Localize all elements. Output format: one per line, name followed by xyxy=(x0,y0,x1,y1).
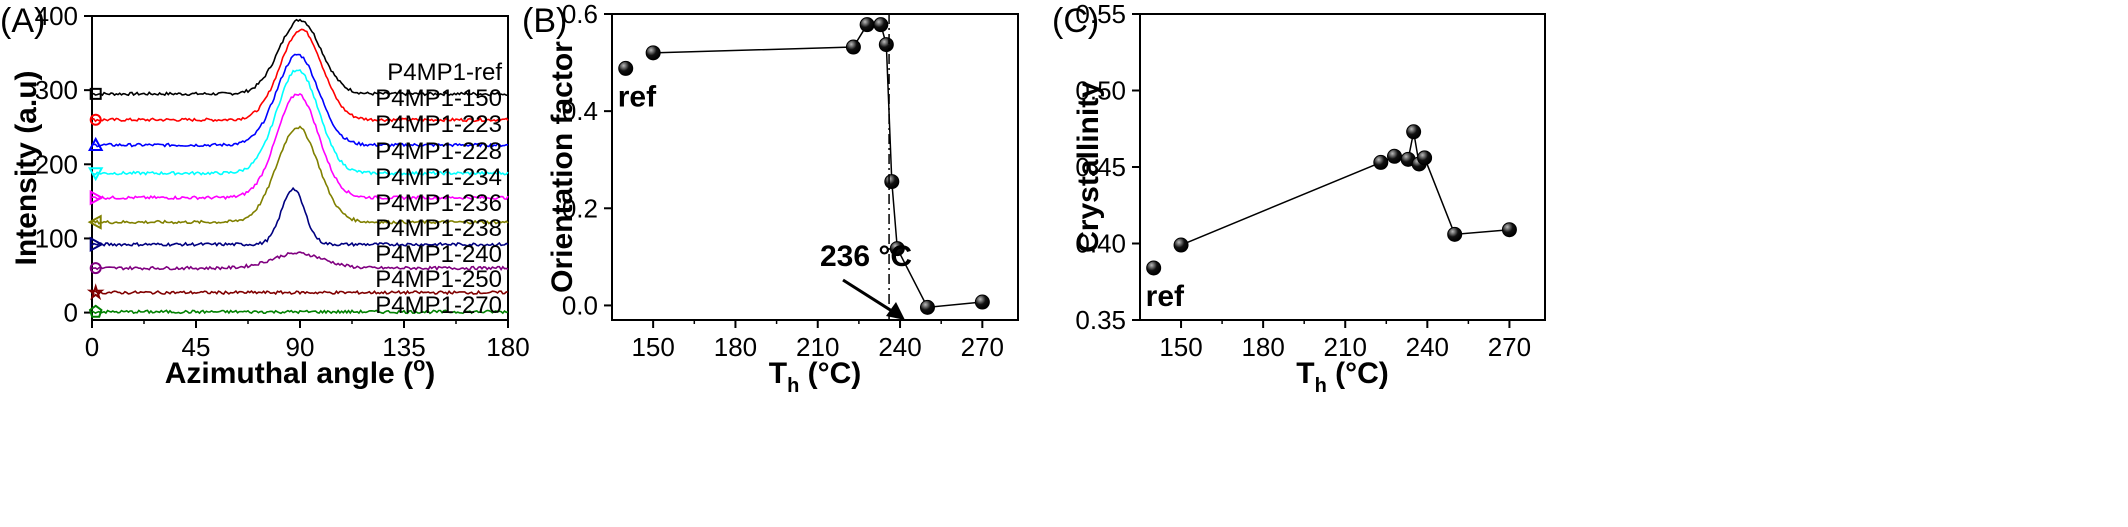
series-marker-P4MP1-250 xyxy=(86,283,105,301)
x-tick-label: 150 xyxy=(1159,332,1202,362)
x-tick-label: 135 xyxy=(382,332,425,362)
ref-data-point xyxy=(1146,260,1162,276)
data-point xyxy=(878,37,894,53)
x-tick-label: 0 xyxy=(85,332,99,362)
series-marker-P4MP1-150 xyxy=(89,113,102,126)
series-line-P4MP1-236 xyxy=(91,125,509,225)
x-tick-label: 270 xyxy=(961,332,1004,362)
y-tick-label: 0.2 xyxy=(562,193,598,223)
ref-label: ref xyxy=(1146,280,1185,313)
x-tick-label: 180 xyxy=(714,332,757,362)
series-line xyxy=(653,23,983,309)
data-point xyxy=(1406,124,1422,140)
y-tick-label: 0.45 xyxy=(1075,152,1126,182)
data-point xyxy=(1417,150,1433,166)
series-label-P4MP1-223: P4MP1-223 xyxy=(375,111,502,138)
x-tick-label: 210 xyxy=(796,332,839,362)
y-tick-label: 100 xyxy=(35,223,78,253)
series-label-P4MP1-228: P4MP1-228 xyxy=(375,138,502,165)
series-marker-P4MP1-234 xyxy=(89,189,104,206)
x-tick-label: 240 xyxy=(1406,332,1449,362)
series-line-P4MP1-238 xyxy=(91,186,509,247)
y-tick-label: 0.35 xyxy=(1075,305,1126,335)
ref-data-point xyxy=(618,60,634,76)
series-line-P4MP1-250 xyxy=(91,289,509,296)
series-marker-P4MP1-240 xyxy=(89,262,102,275)
panel-letter-2: (C) xyxy=(1052,2,1099,40)
data-point xyxy=(889,241,905,257)
series-line-P4MP1-228 xyxy=(91,69,509,176)
series-line-P4MP1-270 xyxy=(91,309,509,315)
x-tick-label: 270 xyxy=(1488,332,1531,362)
y-tick-label: 300 xyxy=(35,75,78,105)
y-tick-label: 0 xyxy=(64,298,78,328)
y-tick-label: 400 xyxy=(35,1,78,31)
series-marker-P4MP1-238 xyxy=(89,236,104,253)
x-tick-label: 210 xyxy=(1324,332,1367,362)
x-tick-label: 90 xyxy=(286,332,315,362)
series-line-P4MP1-ref xyxy=(91,18,509,97)
data-point xyxy=(1386,148,1402,164)
series-line-P4MP1-240 xyxy=(91,251,509,272)
data-point xyxy=(1373,154,1389,170)
series-label-P4MP1-250: P4MP1-250 xyxy=(375,266,502,293)
series-marker-P4MP1-236 xyxy=(87,214,102,230)
data-point xyxy=(1447,226,1463,242)
plot-frame-1 xyxy=(611,13,1019,321)
x-axis-title: Th (°C) xyxy=(1296,357,1389,397)
plot-frame-2 xyxy=(1139,13,1546,321)
x-tick-label: 45 xyxy=(182,332,211,362)
y-tick-label: 0.4 xyxy=(562,96,598,126)
x-axis-title: Azimuthal angle (o) xyxy=(165,354,436,390)
x-axis-title: Th (°C) xyxy=(769,357,862,397)
x-tick-label: 180 xyxy=(486,332,529,362)
y-tick-label: 0.0 xyxy=(562,290,598,320)
series-marker-P4MP1-ref xyxy=(89,87,102,100)
data-point xyxy=(859,17,875,33)
y-tick-label: 0.6 xyxy=(562,0,598,29)
ref-label: ref xyxy=(618,80,657,113)
series-label-P4MP1-234: P4MP1-234 xyxy=(375,164,502,191)
series-label-P4MP1-270: P4MP1-270 xyxy=(375,292,502,319)
series-label-P4MP1-240: P4MP1-240 xyxy=(375,241,502,268)
panel-letter-1: (B) xyxy=(522,2,567,40)
series-marker-P4MP1-228 xyxy=(88,167,104,182)
y-tick-label: 0.50 xyxy=(1075,76,1126,106)
panel-letter-0: (A) xyxy=(0,2,45,40)
data-point xyxy=(1173,237,1189,253)
data-point xyxy=(645,45,661,61)
series-marker-P4MP1-223 xyxy=(88,136,104,152)
y-tick-label: 0.55 xyxy=(1075,0,1126,29)
data-point xyxy=(873,17,889,33)
series-line-P4MP1-234 xyxy=(91,92,509,201)
series-label-P4MP1-ref: P4MP1-ref xyxy=(387,59,502,86)
data-point xyxy=(845,39,861,55)
annotation-label: 236 °C xyxy=(820,240,912,273)
data-point xyxy=(1501,222,1517,238)
series-line-P4MP1-223 xyxy=(91,53,509,148)
annotation-arrow-head xyxy=(886,302,905,320)
y-tick-label: 0.40 xyxy=(1075,229,1126,259)
data-point xyxy=(974,294,990,310)
x-tick-label: 240 xyxy=(878,332,921,362)
y-tick-label: 200 xyxy=(35,149,78,179)
series-label-P4MP1-238: P4MP1-238 xyxy=(375,215,502,242)
y-axis-title: Intensity (a.u) xyxy=(10,70,43,265)
series-line xyxy=(1180,131,1510,246)
series-line-P4MP1-150 xyxy=(91,28,509,123)
y-axis-title: Orientation factor xyxy=(546,41,579,293)
series-label-P4MP1-150: P4MP1-150 xyxy=(375,85,502,112)
data-point xyxy=(919,299,935,315)
series-label-P4MP1-236: P4MP1-236 xyxy=(375,190,502,217)
series-marker-P4MP1-270 xyxy=(88,304,103,318)
annotation-arrow-shaft xyxy=(842,278,896,315)
x-tick-label: 150 xyxy=(631,332,674,362)
data-point xyxy=(884,174,900,190)
y-axis-title: Crystallinity xyxy=(1072,81,1105,253)
x-tick-label: 180 xyxy=(1241,332,1284,362)
